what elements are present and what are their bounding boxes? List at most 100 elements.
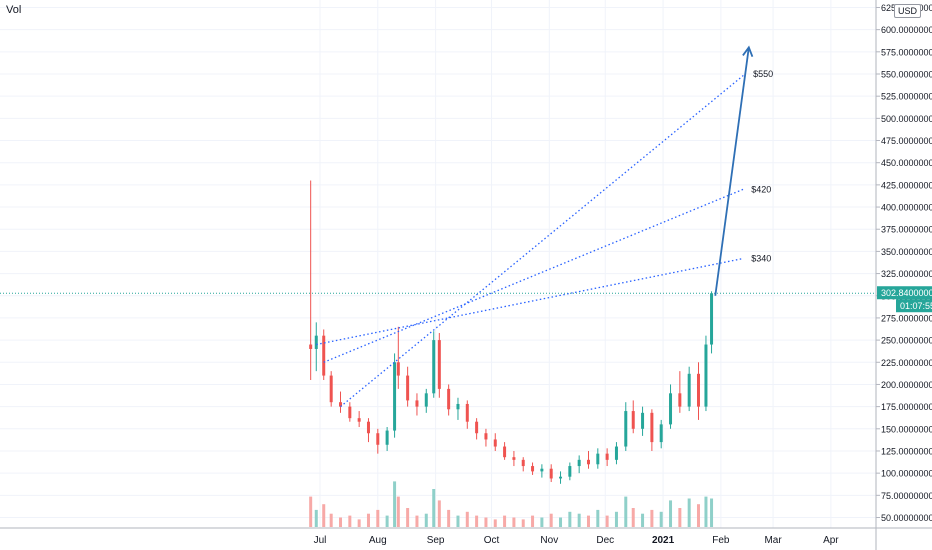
price-tick-label: 450.00000000 <box>881 158 932 168</box>
time-tick-label: 2021 <box>652 535 675 546</box>
volume-bar <box>631 508 635 527</box>
projection-label: $550 <box>753 69 773 79</box>
price-tick-label: 500.00000000 <box>881 114 932 124</box>
candle-body <box>339 402 343 407</box>
projection-line[interactable] <box>316 257 744 346</box>
price-axis[interactable]: 50.00000000 75.00000000 100.00000000 125.00… <box>875 0 932 550</box>
candle-body <box>366 421 370 434</box>
trend-arrow[interactable] <box>714 47 750 296</box>
projection-lines[interactable]: $550 $420 $340 <box>0 45 876 408</box>
price-tick-label: 475.00000000 <box>881 136 932 146</box>
volume-bar <box>447 509 451 527</box>
volume-bar <box>704 496 708 527</box>
volume-bar <box>577 513 581 527</box>
volume-bar <box>641 513 645 527</box>
volume-bar <box>357 519 361 527</box>
volume-bar <box>406 508 410 527</box>
volume-bar <box>624 496 628 527</box>
candle-body <box>432 340 436 394</box>
volume-bar <box>710 498 714 527</box>
grid <box>0 0 876 528</box>
volume-bar <box>393 481 397 527</box>
volume-bar <box>322 504 326 527</box>
price-tick-label: 125.00000000 <box>881 446 932 456</box>
candle-body <box>605 453 609 460</box>
candle-body <box>437 340 441 389</box>
volume-bar <box>549 513 553 527</box>
countdown-tag <box>896 299 932 313</box>
candle-body <box>710 293 714 345</box>
candle-body <box>669 393 673 425</box>
volume-bar <box>415 515 419 527</box>
volume-bar <box>329 513 333 527</box>
candle-body <box>357 418 361 422</box>
volume-bar <box>396 496 400 527</box>
projection-line[interactable] <box>323 188 744 363</box>
candle-body <box>521 459 525 467</box>
candle-body <box>406 375 410 401</box>
volume-bar <box>376 509 380 527</box>
price-tick-label: 350.00000000 <box>881 247 932 257</box>
volume-bar <box>568 511 572 527</box>
volume-bar <box>465 511 469 527</box>
candle-body <box>568 466 572 477</box>
candle-body <box>348 406 352 419</box>
candle-body <box>393 362 397 431</box>
candle-body <box>512 457 516 460</box>
price-tick-label: 400.00000000 <box>881 203 932 213</box>
projection-label: $420 <box>751 184 771 194</box>
arrow-head-icon <box>742 45 754 58</box>
candle-body <box>531 466 535 472</box>
volume-bar <box>493 519 497 527</box>
price-tick-label: 425.00000000 <box>881 180 932 190</box>
candles <box>309 180 714 484</box>
time-tick-label: Apr <box>823 535 839 546</box>
candle-body <box>696 373 700 407</box>
candle-body <box>456 403 460 410</box>
volume-bar <box>540 517 544 527</box>
price-tick-label: 150.00000000 <box>881 424 932 434</box>
time-tick-label: Mar <box>764 535 782 546</box>
volume-bar <box>503 515 507 527</box>
volume-bar <box>339 517 343 527</box>
price-tick-label: 200.00000000 <box>881 380 932 390</box>
candle-body <box>624 411 628 447</box>
projection-line[interactable] <box>340 73 746 408</box>
candle-body <box>314 335 318 349</box>
countdown-value: 01:07:55 <box>900 301 932 311</box>
volume-bar <box>586 515 590 527</box>
volume-bar <box>366 513 370 527</box>
volume-indicator-label: Vol <box>6 4 22 16</box>
volume-bar <box>669 500 673 527</box>
volume-bar <box>521 519 525 527</box>
price-tick-label: 100.00000000 <box>881 469 932 479</box>
candle-body <box>631 411 635 429</box>
time-axis[interactable]: Jul Aug Sep Oct Nov Dec 2021 Feb Mar Apr <box>0 527 932 546</box>
time-tick-label: Feb <box>712 535 730 546</box>
volume-bar <box>385 515 389 527</box>
candle-body <box>385 430 389 445</box>
currency-badge[interactable]: USD <box>894 4 922 18</box>
time-tick-label: Oct <box>484 535 500 546</box>
volume-bar <box>512 517 516 527</box>
price-tick-label: 325.00000000 <box>881 269 932 279</box>
price-tick-label: 525.00000000 <box>881 92 932 102</box>
projection-label: $340 <box>751 253 771 263</box>
candle-body <box>503 446 507 458</box>
candle-body <box>424 393 428 407</box>
candle-body <box>376 433 380 445</box>
volume-bar <box>475 515 479 527</box>
candle-body <box>586 459 590 465</box>
candle-body <box>659 424 663 443</box>
price-tick-label: 250.00000000 <box>881 336 932 346</box>
time-tick-label: Dec <box>596 535 614 546</box>
volume-bar <box>696 504 700 527</box>
candle-body <box>309 344 313 349</box>
time-tick-label: Nov <box>540 535 558 546</box>
candle-body <box>650 412 654 443</box>
volume-bar <box>650 509 654 527</box>
candle-body <box>540 468 544 472</box>
